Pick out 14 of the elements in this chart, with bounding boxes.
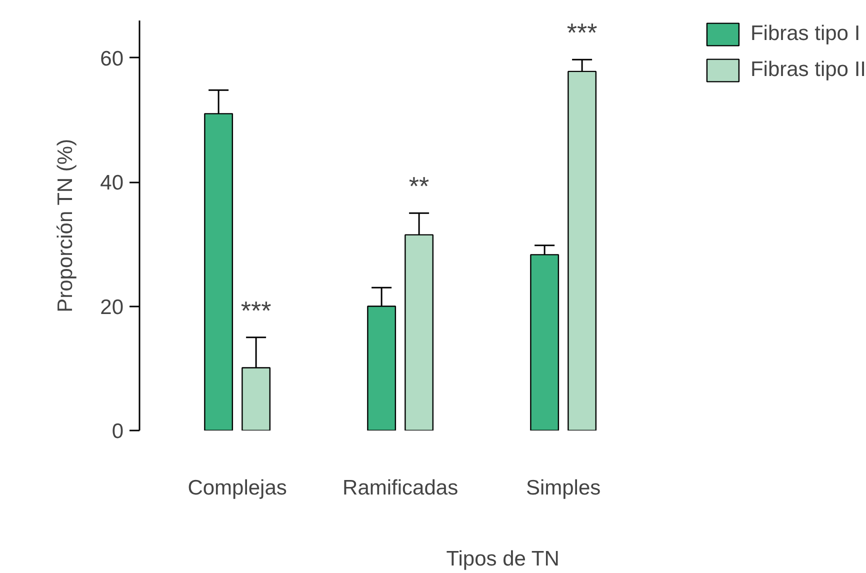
x-tick-label: Complejas bbox=[188, 476, 287, 500]
y-tick-label: 60 bbox=[100, 47, 124, 70]
x-tick-label: Simples bbox=[526, 476, 601, 500]
annotation: ** bbox=[408, 171, 430, 202]
legend-label: Fibras tipo II bbox=[750, 58, 866, 82]
y-tick-label: 0 bbox=[112, 420, 124, 443]
annotation: *** bbox=[566, 18, 598, 48]
x-axis-title: Tipos de TN bbox=[446, 548, 560, 570]
y-tick-label: 40 bbox=[100, 172, 124, 195]
y-axis-title: Proporción TN (%) bbox=[54, 138, 78, 312]
y-tick-label: 20 bbox=[100, 296, 124, 319]
legend-label: Fibras tipo I bbox=[750, 22, 860, 46]
x-tick-label: Ramificadas bbox=[342, 476, 458, 500]
annotation: *** bbox=[240, 295, 272, 326]
